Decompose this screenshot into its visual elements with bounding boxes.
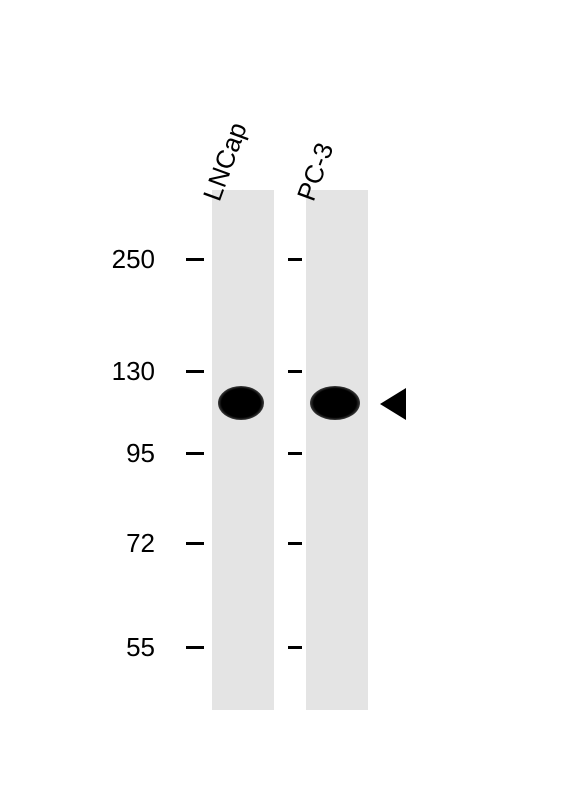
marker-95-tick-mid xyxy=(288,452,302,455)
western-blot-figure: LNCap PC-3 250 130 95 72 55 xyxy=(0,0,565,800)
marker-55-tick-left xyxy=(186,646,204,649)
marker-130-label: 130 xyxy=(95,356,155,387)
marker-250-tick-left xyxy=(186,258,204,261)
marker-72-tick-mid xyxy=(288,542,302,545)
lane-2 xyxy=(306,190,368,710)
marker-72-tick-left xyxy=(186,542,204,545)
marker-95-tick-left xyxy=(186,452,204,455)
marker-250-label: 250 xyxy=(95,244,155,275)
band-indicator-arrow xyxy=(380,388,406,420)
marker-130-tick-mid xyxy=(288,370,302,373)
marker-250-tick-mid xyxy=(288,258,302,261)
band-lane-1 xyxy=(218,386,264,420)
band-lane-2 xyxy=(310,386,360,420)
marker-55-tick-mid xyxy=(288,646,302,649)
marker-130-tick-left xyxy=(186,370,204,373)
marker-72-label: 72 xyxy=(95,528,155,559)
marker-55-label: 55 xyxy=(95,632,155,663)
lane-1 xyxy=(212,190,274,710)
marker-95-label: 95 xyxy=(95,438,155,469)
